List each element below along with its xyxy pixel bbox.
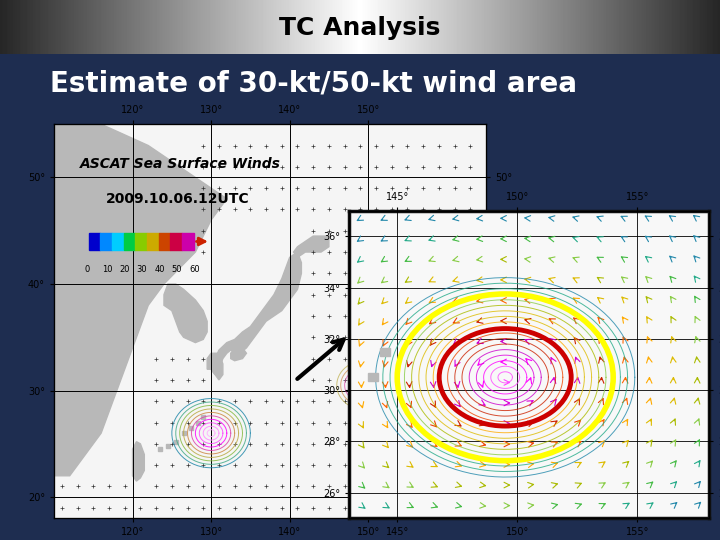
Bar bbox=[100, 233, 112, 251]
Bar bbox=[89, 233, 100, 251]
Text: Estimate of 30-kt/50-kt wind area: Estimate of 30-kt/50-kt wind area bbox=[50, 70, 577, 98]
Polygon shape bbox=[211, 252, 302, 375]
Text: TC Analysis: TC Analysis bbox=[279, 16, 441, 40]
Polygon shape bbox=[333, 425, 342, 433]
Polygon shape bbox=[230, 348, 246, 361]
Text: 20: 20 bbox=[120, 265, 130, 274]
Polygon shape bbox=[132, 442, 144, 481]
Bar bbox=[147, 233, 158, 251]
Polygon shape bbox=[54, 124, 227, 476]
Bar bbox=[170, 233, 182, 251]
Bar bbox=[182, 233, 194, 251]
Bar bbox=[112, 233, 124, 251]
Text: 50: 50 bbox=[172, 265, 182, 274]
Text: 40: 40 bbox=[154, 265, 165, 274]
Bar bbox=[158, 233, 170, 251]
Text: 0: 0 bbox=[84, 265, 89, 274]
Text: 10: 10 bbox=[102, 265, 112, 274]
Polygon shape bbox=[325, 446, 335, 453]
Text: 2009.10.06.12UTC: 2009.10.06.12UTC bbox=[106, 192, 249, 206]
Text: ASCAT Sea Surface Winds: ASCAT Sea Surface Winds bbox=[80, 157, 281, 171]
Bar bbox=[124, 233, 135, 251]
Text: 60: 60 bbox=[189, 265, 200, 274]
Polygon shape bbox=[325, 461, 335, 468]
Polygon shape bbox=[207, 353, 223, 380]
Polygon shape bbox=[380, 348, 390, 355]
Text: 30: 30 bbox=[137, 265, 148, 274]
Polygon shape bbox=[369, 374, 378, 381]
Polygon shape bbox=[164, 284, 207, 342]
Polygon shape bbox=[294, 236, 329, 258]
Bar bbox=[135, 233, 147, 251]
